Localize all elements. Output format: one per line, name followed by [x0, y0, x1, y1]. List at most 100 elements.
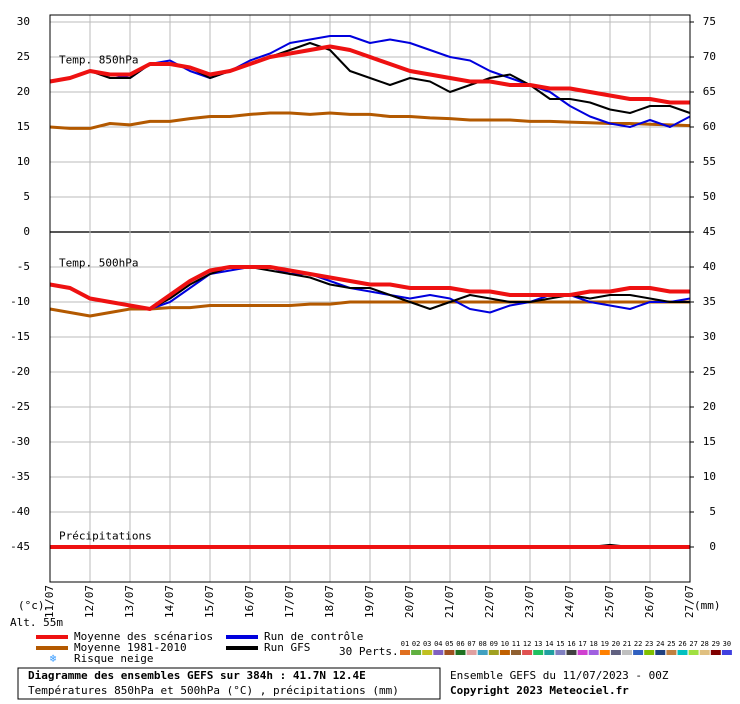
y-label: (°c) — [18, 599, 45, 612]
series-line — [49, 265, 690, 311]
x-tick-label: 25/07 — [603, 585, 616, 618]
pert-swatch — [644, 650, 655, 655]
pert-swatch — [610, 650, 621, 655]
pert-swatch — [411, 650, 422, 655]
y2-tick-label: 20 — [703, 400, 716, 413]
y-tick-label: 25 — [17, 50, 30, 63]
x-tick-label: 13/07 — [123, 585, 136, 618]
pert-swatch — [622, 650, 632, 655]
panel-label: Temp. 850hPa — [59, 54, 138, 67]
pert-label: 11 — [512, 640, 520, 648]
y2-tick-label: 35 — [703, 295, 716, 308]
pert-swatch — [533, 650, 544, 655]
series-line — [49, 300, 690, 318]
y-tick-label: 20 — [17, 85, 30, 98]
legend-label: Moyenne 1981-2010 — [74, 641, 187, 654]
y2-tick-label: 5 — [709, 505, 716, 518]
y-tick-label: -10 — [10, 295, 30, 308]
pert-swatch — [666, 650, 677, 655]
pert-swatch — [633, 650, 644, 655]
y2-tick-label: 25 — [703, 365, 716, 378]
y-tick-label: -15 — [10, 330, 30, 343]
x-tick-label: 15/07 — [203, 585, 216, 618]
pert-swatch — [577, 650, 588, 655]
pert-label: 28 — [700, 640, 708, 648]
footer-run: Ensemble GEFS du 11/07/2023 - 00Z — [450, 669, 669, 682]
footer-title: Diagramme des ensembles GEFS sur 384h : … — [28, 669, 366, 682]
pert-label: 08 — [478, 640, 486, 648]
y2-tick-label: 55 — [703, 155, 716, 168]
pert-swatch — [455, 650, 466, 655]
y-tick-label: -5 — [17, 260, 30, 273]
pert-label: 06 — [456, 640, 464, 648]
y-tick-label: 30 — [17, 15, 30, 28]
y-tick-label: 10 — [17, 155, 30, 168]
series — [49, 35, 691, 549]
x-tick-label: 27/07 — [683, 585, 696, 618]
pert-label: 07 — [467, 640, 475, 648]
legend-label: Moyenne des scénarios — [74, 630, 213, 643]
x-tick-label: 17/07 — [283, 585, 296, 618]
pert-label: 09 — [490, 640, 498, 648]
legend-label: Run de contrôle — [264, 630, 363, 643]
pert-swatch — [699, 650, 710, 655]
plot-frame — [49, 14, 691, 583]
y-tick-label: -45 — [10, 540, 30, 553]
pert-swatch — [499, 650, 510, 655]
y2-tick-label: 40 — [703, 260, 716, 273]
y-tick-label: -30 — [10, 435, 30, 448]
pert-label: 21 — [623, 640, 631, 648]
y2-tick-label: 60 — [703, 120, 716, 133]
series-line — [49, 111, 691, 130]
pert-label: 18 — [589, 640, 597, 648]
pert-swatch — [466, 650, 477, 655]
x-tick-label: 19/07 — [363, 585, 376, 618]
y2-tick-label: 0 — [709, 540, 716, 553]
pert-swatch — [511, 650, 521, 655]
perts-label: 30 Perts. — [339, 645, 399, 658]
altitude: Alt. 55m — [10, 616, 63, 629]
y-tick-label: 5 — [23, 190, 30, 203]
pert-swatch — [599, 650, 610, 655]
x-tick-label: 24/07 — [563, 585, 576, 618]
pert-label: 20 — [612, 640, 620, 648]
legend-label: Risque neige — [74, 652, 153, 665]
x-tick-label: 22/07 — [483, 585, 496, 618]
pert-label: 25 — [667, 640, 675, 648]
x-tick-label: 11/07 — [43, 585, 56, 618]
snow-icon: ❄ — [50, 652, 57, 665]
pert-swatch — [444, 650, 455, 655]
pert-swatch — [544, 650, 555, 655]
footer-subtitle: Températures 850hPa et 500hPa (°C) , pré… — [28, 684, 399, 697]
pert-swatch — [400, 650, 410, 655]
pert-label: 04 — [434, 640, 442, 648]
y2-tick-label: 65 — [703, 85, 716, 98]
pert-label: 29 — [712, 640, 720, 648]
footer-copyright: Copyright 2023 Meteociel.fr — [450, 684, 629, 697]
pert-label: 05 — [445, 640, 453, 648]
y2-tick-label: 15 — [703, 435, 716, 448]
pert-label: 17 — [578, 640, 586, 648]
pert-swatch — [566, 650, 577, 655]
y-tick-label: 0 — [23, 225, 30, 238]
pert-swatch — [710, 650, 721, 655]
pert-label: 03 — [423, 640, 431, 648]
y2-tick-label: 75 — [703, 15, 716, 28]
panel-label: Précipitations — [59, 530, 152, 543]
pert-swatch — [588, 650, 599, 655]
pert-label: 02 — [412, 640, 420, 648]
series-line — [49, 44, 690, 105]
pert-swatch — [522, 650, 533, 655]
pert-label: 24 — [656, 640, 664, 648]
x-tick-label: 12/07 — [83, 585, 96, 618]
pert-swatch — [655, 650, 666, 655]
pert-label: 15 — [556, 640, 564, 648]
panel-label: Temp. 500hPa — [59, 257, 138, 270]
pert-label: 01 — [401, 640, 409, 648]
y-tick-label: -20 — [10, 365, 30, 378]
footer-box — [17, 667, 441, 700]
pert-swatch — [433, 650, 444, 655]
pert-label: 14 — [545, 640, 553, 648]
